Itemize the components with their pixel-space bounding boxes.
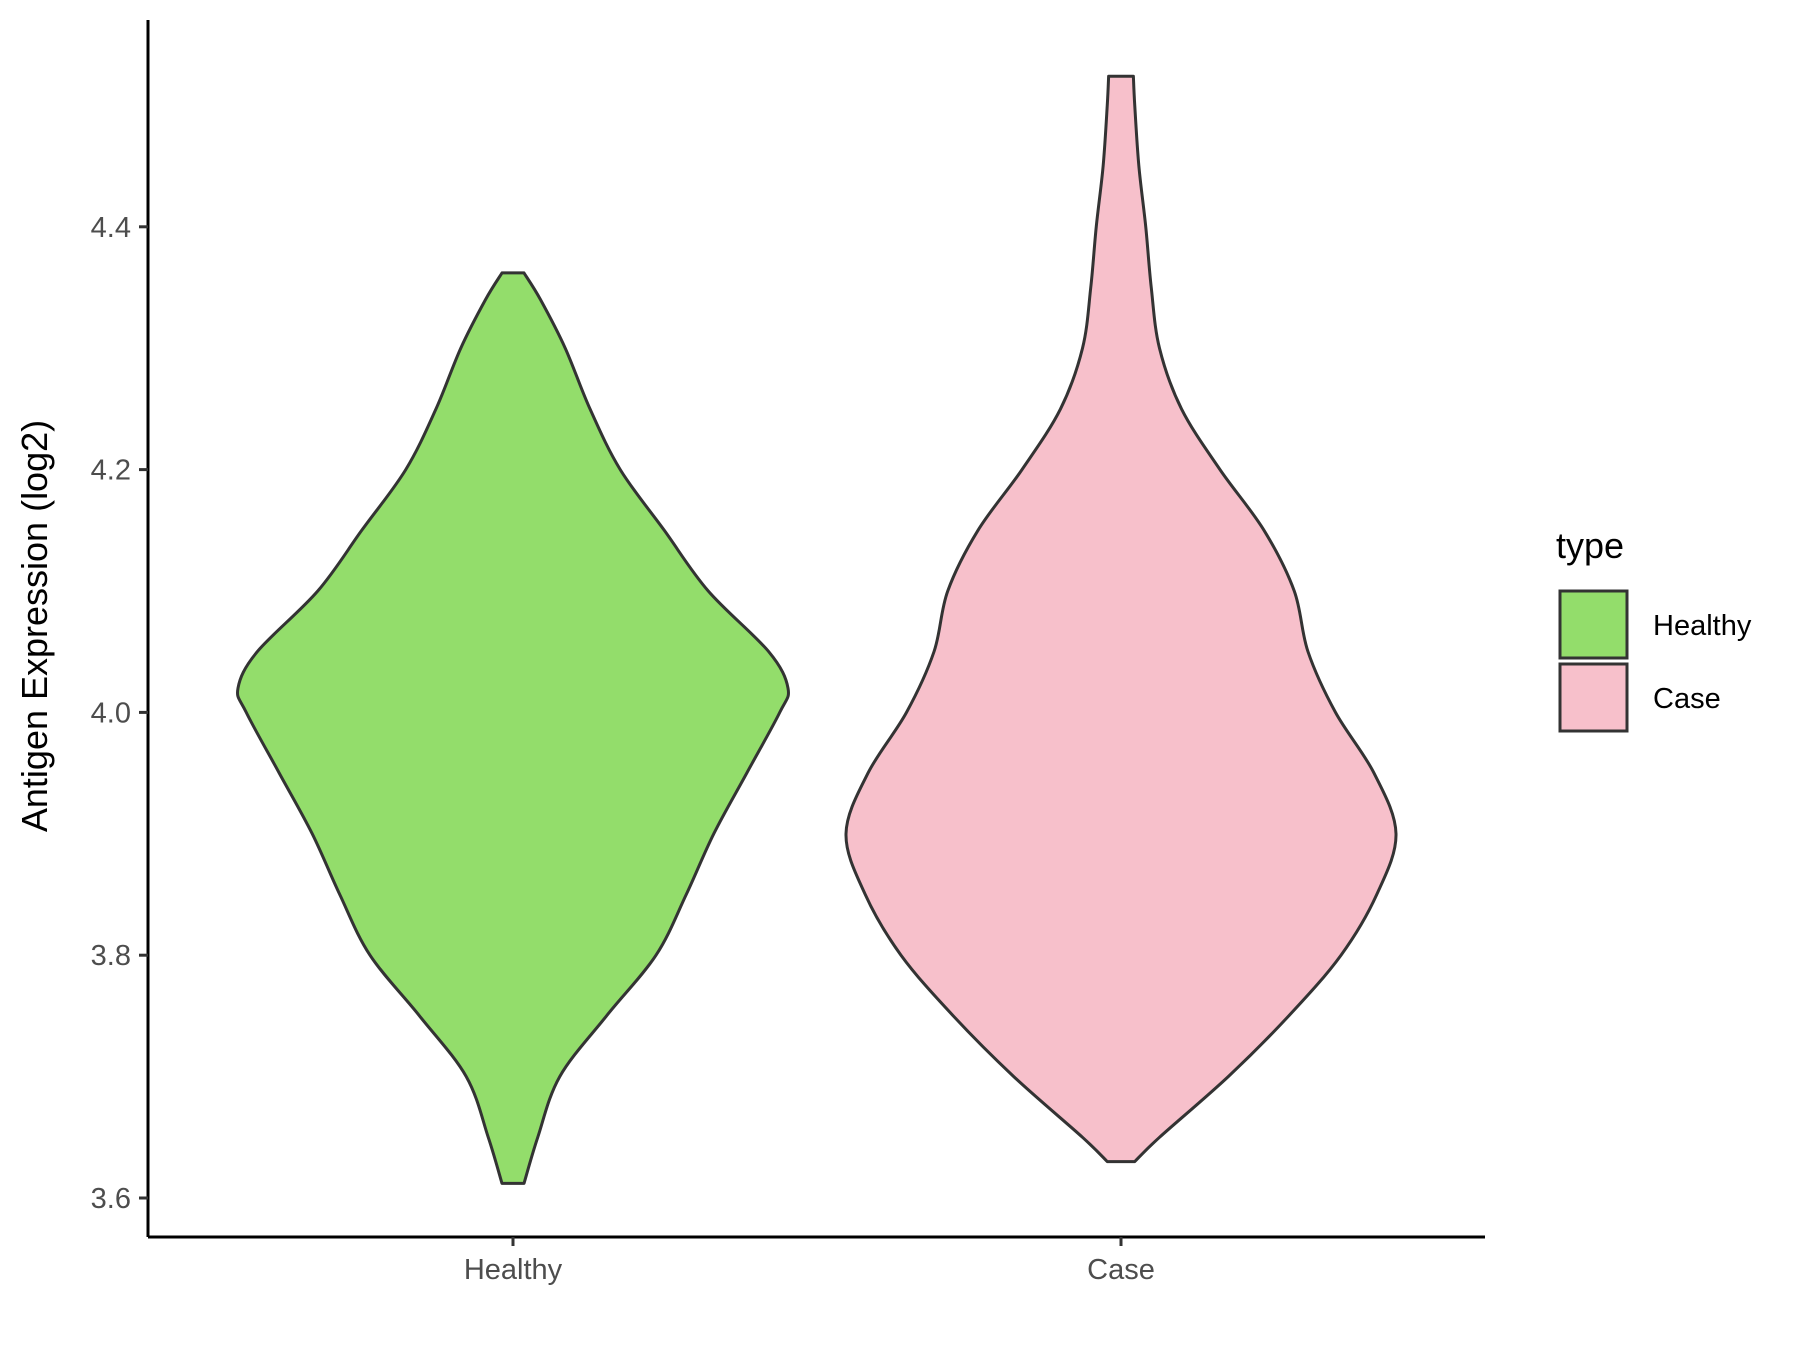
x-tick-label-healthy: Healthy bbox=[464, 1254, 563, 1286]
y-tick-label: 3.8 bbox=[91, 940, 131, 972]
x-axis: Healthy Case bbox=[148, 1235, 1485, 1286]
legend-key-case bbox=[1558, 662, 1629, 733]
legend-title: type bbox=[1556, 525, 1624, 566]
legend-key-healthy bbox=[1558, 589, 1629, 660]
violin-case bbox=[844, 74, 1398, 1164]
legend: type Healthy Case bbox=[1556, 525, 1752, 733]
legend-label-case: Case bbox=[1653, 683, 1721, 715]
y-tick-label: 4.4 bbox=[91, 212, 131, 244]
y-axis: 3.6 3.8 4.0 4.2 4.4 bbox=[91, 20, 150, 1237]
x-tick-label-case: Case bbox=[1087, 1254, 1155, 1286]
y-tick-label: 4.2 bbox=[91, 455, 131, 487]
legend-label-healthy: Healthy bbox=[1653, 610, 1752, 642]
y-tick-label: 4.0 bbox=[91, 697, 131, 729]
y-axis-title: Antigen Expression (log2) bbox=[14, 420, 55, 832]
violins-layer bbox=[236, 74, 1398, 1185]
y-tick-label: 3.6 bbox=[91, 1183, 131, 1215]
violin-healthy bbox=[236, 271, 790, 1185]
